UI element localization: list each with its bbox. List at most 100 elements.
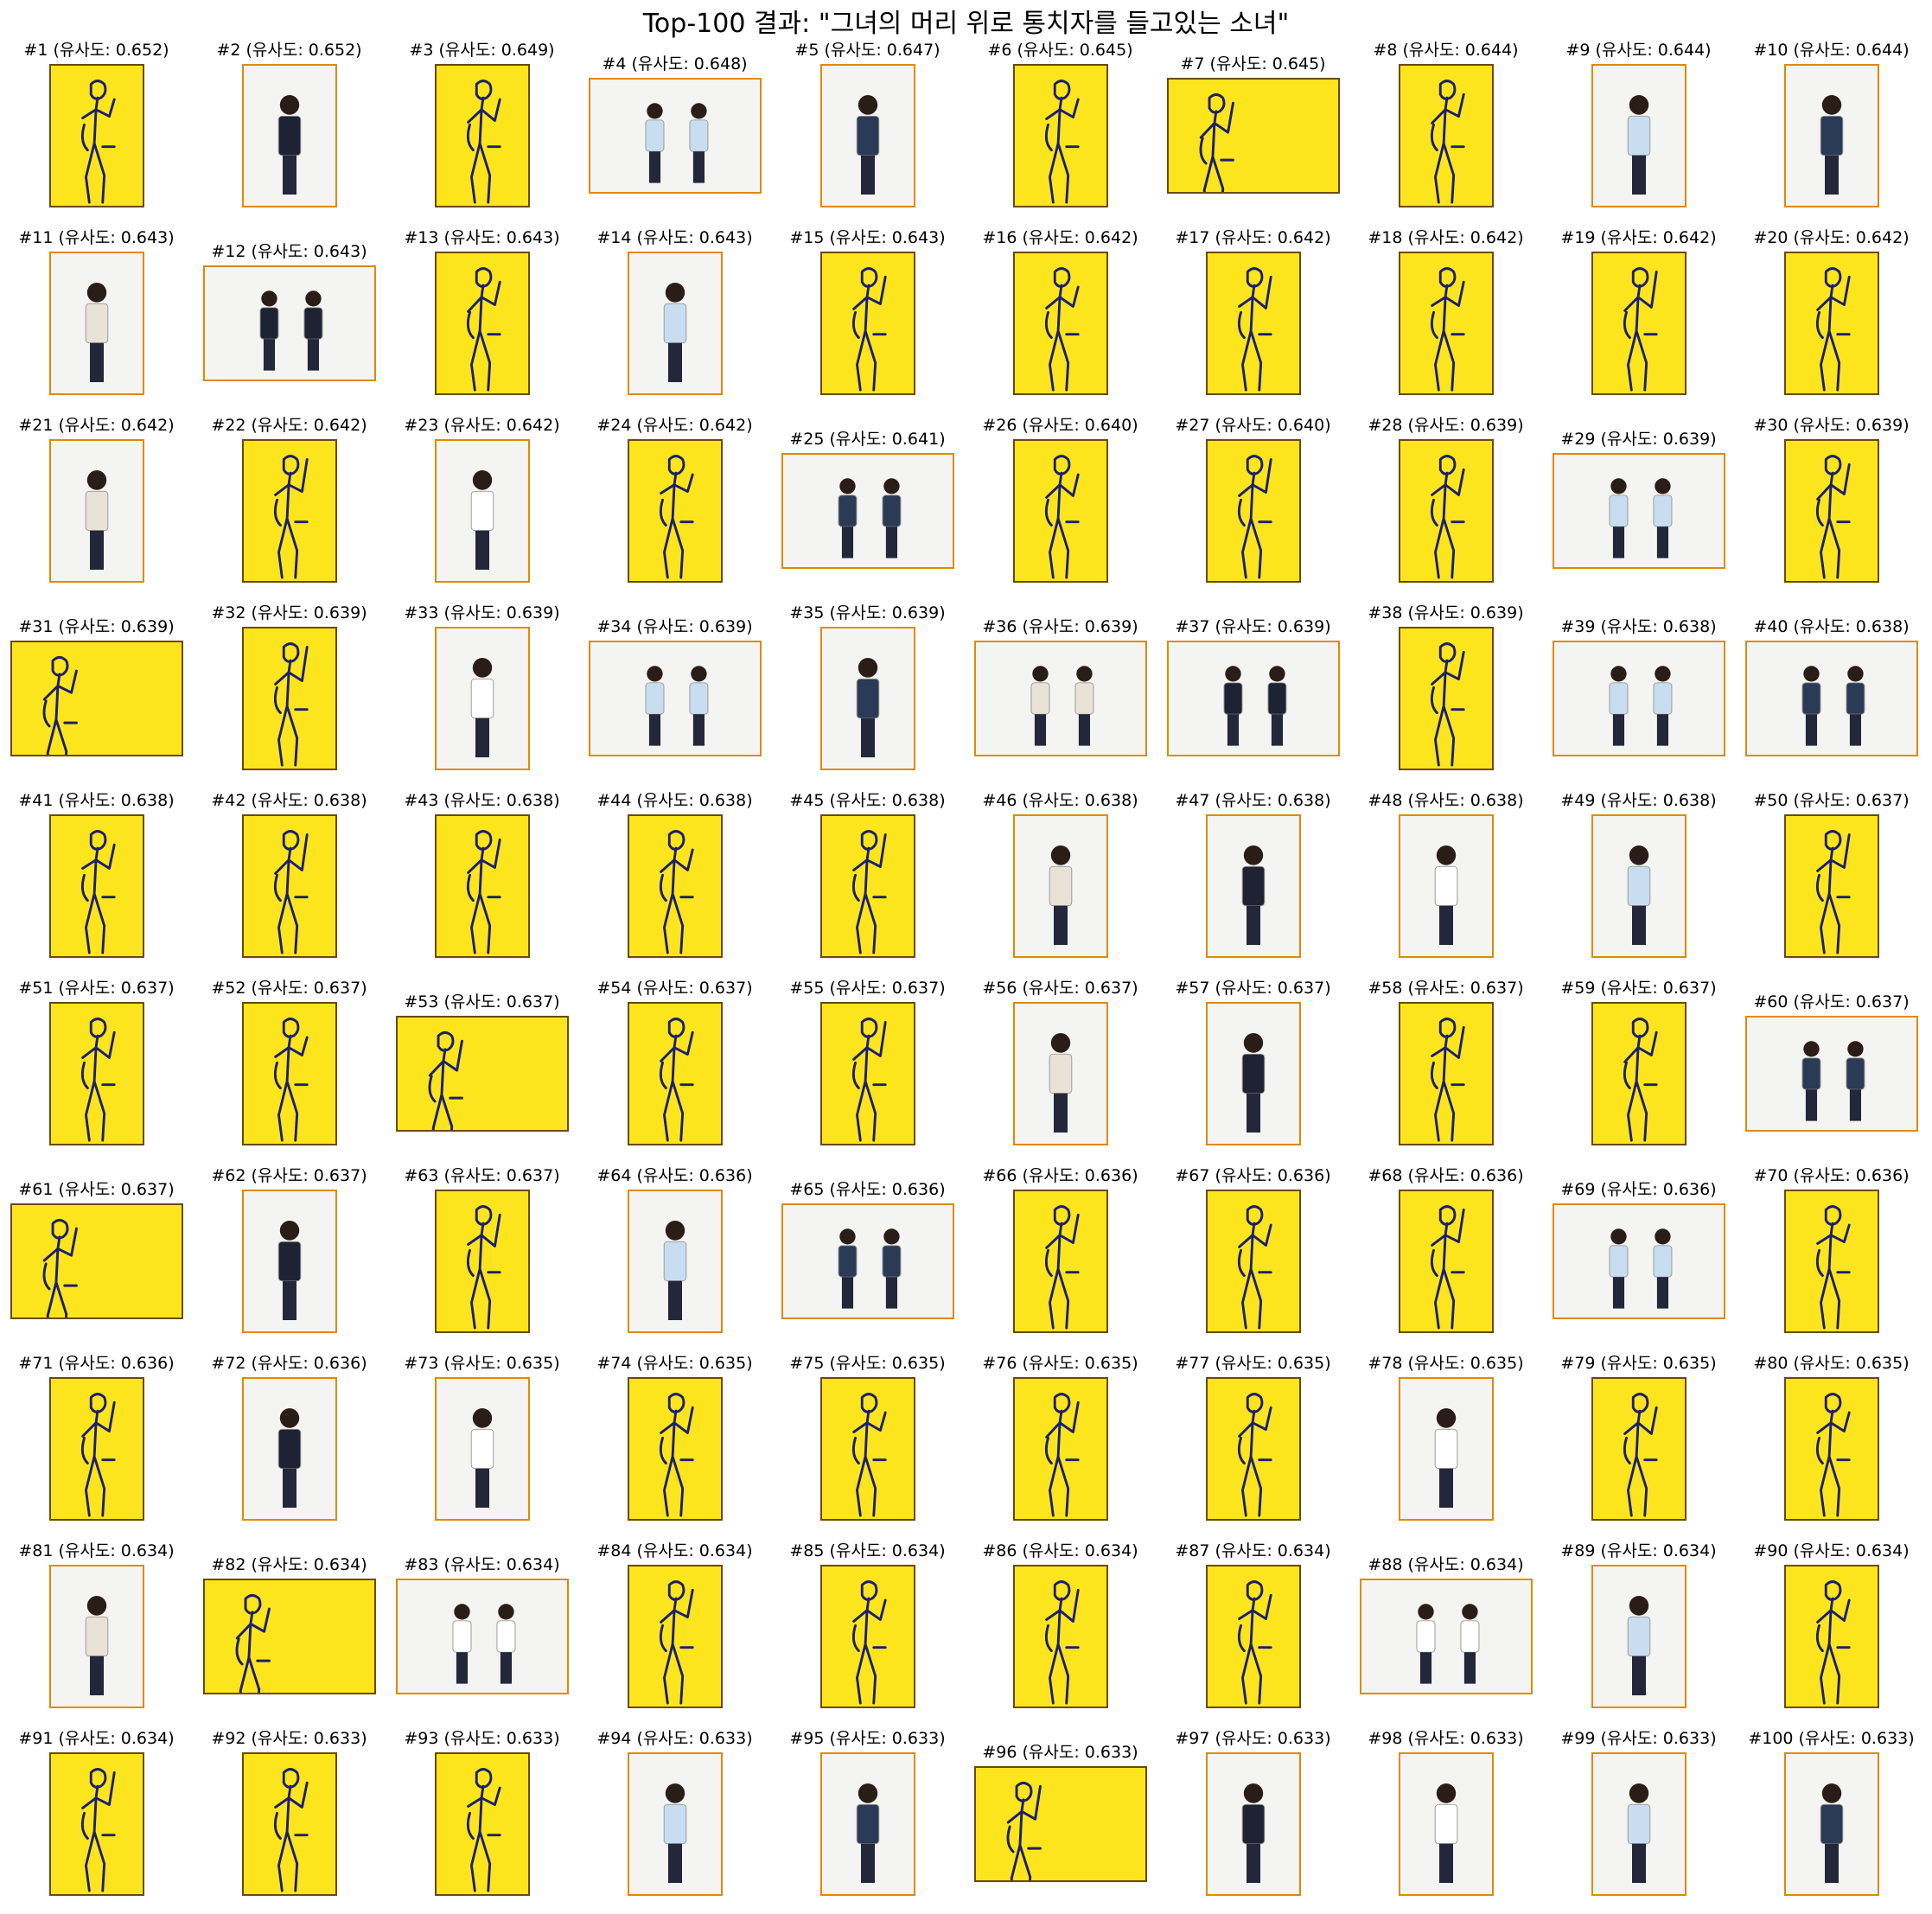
sketch-thumbnail[interactable] <box>1205 1565 1301 1708</box>
sketch-thumbnail[interactable] <box>10 641 183 756</box>
photo-thumbnail[interactable] <box>588 78 762 194</box>
result-cell[interactable]: #39 (유사도: 0.638) <box>1542 601 1735 788</box>
sketch-thumbnail[interactable] <box>1012 252 1108 395</box>
sketch-thumbnail[interactable] <box>1205 1190 1301 1333</box>
result-cell[interactable]: #65 (유사도: 0.636) <box>771 1164 964 1351</box>
result-cell[interactable]: #31 (유사도: 0.639) <box>0 601 193 788</box>
result-cell[interactable]: #72 (유사도: 0.636) <box>193 1351 386 1539</box>
result-cell[interactable]: #99 (유사도: 0.633) <box>1542 1726 1735 1914</box>
sketch-thumbnail[interactable] <box>241 1002 337 1145</box>
result-cell[interactable]: #40 (유사도: 0.638) <box>1735 601 1928 788</box>
photo-thumbnail[interactable] <box>819 64 915 207</box>
photo-thumbnail[interactable] <box>434 1377 530 1521</box>
result-cell[interactable]: #46 (유사도: 0.638) <box>964 788 1157 976</box>
photo-thumbnail[interactable] <box>1783 64 1879 207</box>
result-cell[interactable]: #27 (유사도: 0.640) <box>1157 413 1349 601</box>
result-cell[interactable]: #85 (유사도: 0.634) <box>771 1539 964 1726</box>
result-cell[interactable]: #61 (유사도: 0.637) <box>0 1164 193 1351</box>
sketch-thumbnail[interactable] <box>1398 627 1494 770</box>
photo-thumbnail[interactable] <box>1398 1377 1494 1521</box>
sketch-thumbnail[interactable] <box>1783 1190 1879 1333</box>
result-cell[interactable]: #35 (유사도: 0.639) <box>771 601 964 788</box>
photo-thumbnail[interactable] <box>1591 1565 1687 1708</box>
result-cell[interactable]: #38 (유사도: 0.639) <box>1349 601 1542 788</box>
result-cell[interactable]: #41 (유사도: 0.638) <box>0 788 193 976</box>
result-cell[interactable]: #1 (유사도: 0.652) <box>0 38 193 226</box>
sketch-thumbnail[interactable] <box>1398 439 1494 583</box>
result-cell[interactable]: #70 (유사도: 0.636) <box>1735 1164 1928 1351</box>
result-cell[interactable]: #64 (유사도: 0.636) <box>578 1164 771 1351</box>
photo-thumbnail[interactable] <box>395 1579 569 1694</box>
sketch-thumbnail[interactable] <box>1012 1377 1108 1521</box>
sketch-thumbnail[interactable] <box>1012 1565 1108 1708</box>
result-cell[interactable]: #59 (유사도: 0.637) <box>1542 976 1735 1164</box>
sketch-thumbnail[interactable] <box>434 1752 530 1896</box>
sketch-thumbnail[interactable] <box>48 1377 144 1521</box>
photo-thumbnail[interactable] <box>48 439 144 583</box>
result-cell[interactable]: #44 (유사도: 0.638) <box>578 788 771 976</box>
photo-thumbnail[interactable] <box>1205 814 1301 958</box>
result-cell[interactable]: #57 (유사도: 0.637) <box>1157 976 1349 1164</box>
result-cell[interactable]: #95 (유사도: 0.633) <box>771 1726 964 1914</box>
sketch-thumbnail[interactable] <box>627 1377 723 1521</box>
result-cell[interactable]: #6 (유사도: 0.645) <box>964 38 1157 226</box>
photo-thumbnail[interactable] <box>627 1752 723 1896</box>
result-cell[interactable]: #25 (유사도: 0.641) <box>771 413 964 601</box>
sketch-thumbnail[interactable] <box>627 439 723 583</box>
sketch-thumbnail[interactable] <box>1398 1002 1494 1145</box>
result-cell[interactable]: #33 (유사도: 0.639) <box>386 601 578 788</box>
result-cell[interactable]: #34 (유사도: 0.639) <box>578 601 771 788</box>
photo-thumbnail[interactable] <box>48 252 144 395</box>
result-cell[interactable]: #63 (유사도: 0.637) <box>386 1164 578 1351</box>
photo-thumbnail[interactable] <box>202 265 376 381</box>
photo-thumbnail[interactable] <box>819 1752 915 1896</box>
photo-thumbnail[interactable] <box>1398 814 1494 958</box>
result-cell[interactable]: #51 (유사도: 0.637) <box>0 976 193 1164</box>
result-cell[interactable]: #22 (유사도: 0.642) <box>193 413 386 601</box>
sketch-thumbnail[interactable] <box>434 1190 530 1333</box>
photo-thumbnail[interactable] <box>1591 1752 1687 1896</box>
result-cell[interactable]: #42 (유사도: 0.638) <box>193 788 386 976</box>
sketch-thumbnail[interactable] <box>434 64 530 207</box>
result-cell[interactable]: #68 (유사도: 0.636) <box>1349 1164 1542 1351</box>
result-cell[interactable]: #15 (유사도: 0.643) <box>771 226 964 413</box>
photo-thumbnail[interactable] <box>1591 814 1687 958</box>
photo-thumbnail[interactable] <box>434 627 530 770</box>
result-cell[interactable]: #52 (유사도: 0.637) <box>193 976 386 1164</box>
result-cell[interactable]: #96 (유사도: 0.633) <box>964 1726 1157 1914</box>
photo-thumbnail[interactable] <box>1359 1579 1533 1694</box>
sketch-thumbnail[interactable] <box>819 814 915 958</box>
result-cell[interactable]: #20 (유사도: 0.642) <box>1735 226 1928 413</box>
sketch-thumbnail[interactable] <box>819 252 915 395</box>
result-cell[interactable]: #21 (유사도: 0.642) <box>0 413 193 601</box>
result-cell[interactable]: #62 (유사도: 0.637) <box>193 1164 386 1351</box>
sketch-thumbnail[interactable] <box>1205 1377 1301 1521</box>
photo-thumbnail[interactable] <box>1744 1016 1918 1132</box>
result-cell[interactable]: #19 (유사도: 0.642) <box>1542 226 1735 413</box>
photo-thumbnail[interactable] <box>1552 1203 1725 1319</box>
photo-thumbnail[interactable] <box>1783 1752 1879 1896</box>
result-cell[interactable]: #4 (유사도: 0.648) <box>578 38 771 226</box>
result-cell[interactable]: #23 (유사도: 0.642) <box>386 413 578 601</box>
result-cell[interactable]: #53 (유사도: 0.637) <box>386 976 578 1164</box>
sketch-thumbnail[interactable] <box>1591 1377 1687 1521</box>
photo-thumbnail[interactable] <box>627 1190 723 1333</box>
sketch-thumbnail[interactable] <box>1012 1190 1108 1333</box>
result-cell[interactable]: #47 (유사도: 0.638) <box>1157 788 1349 976</box>
sketch-thumbnail[interactable] <box>819 1565 915 1708</box>
sketch-thumbnail[interactable] <box>819 1377 915 1521</box>
photo-thumbnail[interactable] <box>1166 641 1340 756</box>
photo-thumbnail[interactable] <box>781 453 954 569</box>
sketch-thumbnail[interactable] <box>241 1752 337 1896</box>
result-cell[interactable]: #91 (유사도: 0.634) <box>0 1726 193 1914</box>
result-cell[interactable]: #79 (유사도: 0.635) <box>1542 1351 1735 1539</box>
result-cell[interactable]: #97 (유사도: 0.633) <box>1157 1726 1349 1914</box>
result-cell[interactable]: #14 (유사도: 0.643) <box>578 226 771 413</box>
photo-thumbnail[interactable] <box>1012 1002 1108 1145</box>
sketch-thumbnail[interactable] <box>819 1002 915 1145</box>
photo-thumbnail[interactable] <box>241 1190 337 1333</box>
result-cell[interactable]: #45 (유사도: 0.638) <box>771 788 964 976</box>
result-cell[interactable]: #55 (유사도: 0.637) <box>771 976 964 1164</box>
result-cell[interactable]: #93 (유사도: 0.633) <box>386 1726 578 1914</box>
result-cell[interactable]: #86 (유사도: 0.634) <box>964 1539 1157 1726</box>
